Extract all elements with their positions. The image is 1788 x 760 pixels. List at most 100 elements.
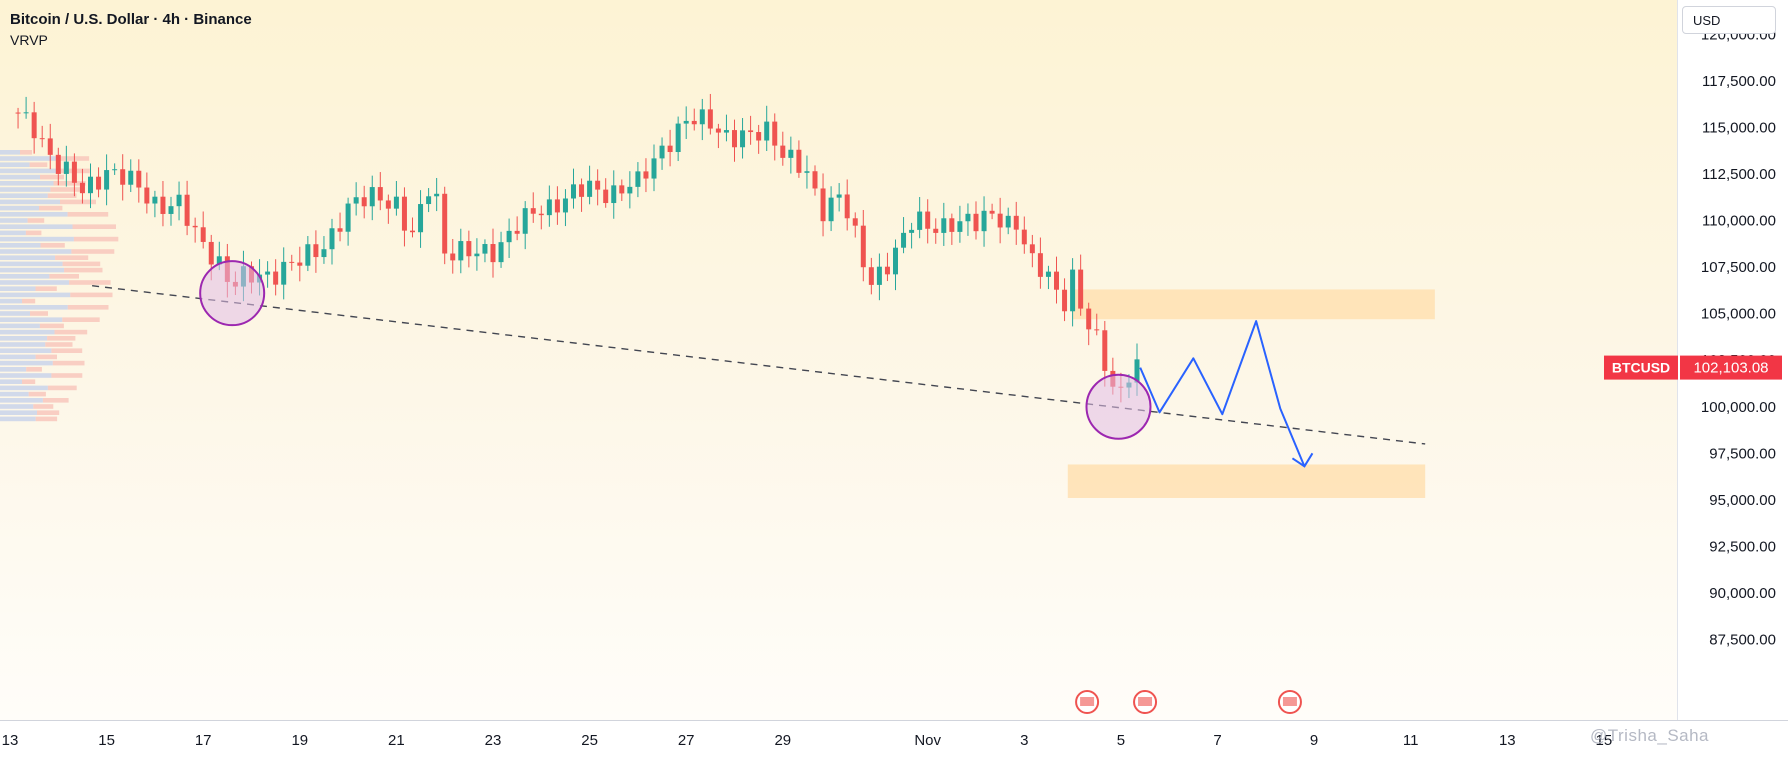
resistance-zone <box>1072 289 1435 320</box>
candle-body <box>337 228 343 232</box>
volume-bar <box>35 354 57 360</box>
candle-body <box>571 184 576 199</box>
volume-bar <box>39 323 64 329</box>
events <box>1075 690 1302 714</box>
indicator-label[interactable]: VRVP <box>10 32 48 48</box>
candle-body <box>426 196 432 205</box>
volume-bar <box>35 286 57 291</box>
candle-body <box>1062 289 1068 312</box>
candle-body <box>804 171 810 173</box>
volume-bar <box>22 379 36 384</box>
volume-bar <box>0 404 34 409</box>
candle-body <box>538 213 544 216</box>
volume-bar <box>40 174 64 180</box>
volume-bar <box>72 224 116 229</box>
candle-body <box>699 109 705 125</box>
volume-profile <box>0 150 119 422</box>
candle-body <box>780 145 786 158</box>
flag-stripes <box>1080 697 1095 706</box>
forecast-layer <box>1139 320 1314 468</box>
volume-bar <box>0 162 30 167</box>
candle-body <box>88 176 93 194</box>
volume-bar <box>47 193 77 198</box>
candle-body <box>893 247 898 275</box>
x-tick-label: 3 <box>1020 732 1028 749</box>
circles <box>199 260 1152 440</box>
currency-button[interactable]: USD <box>1682 6 1776 34</box>
candle-body <box>925 211 931 229</box>
y-axis-ticks: 120,000.00117,500.00115,000.00112,500.00… <box>1701 26 1776 648</box>
candle-body <box>305 244 311 266</box>
candle-body <box>23 112 29 114</box>
volume-bar <box>70 292 113 298</box>
volume-bar <box>47 336 76 341</box>
candle-body <box>31 112 37 139</box>
volume-bar <box>0 261 63 267</box>
chart-pane[interactable] <box>0 0 1677 720</box>
candle-body <box>651 158 657 179</box>
zones <box>1067 289 1435 498</box>
volume-bar <box>33 404 54 409</box>
candle-body <box>852 218 858 226</box>
volume-bar <box>0 342 46 347</box>
candle-body <box>901 232 907 248</box>
candle-body <box>1134 359 1140 383</box>
x-tick-label: 27 <box>678 732 695 749</box>
candle-body <box>410 230 415 233</box>
flag-stripes <box>1138 697 1153 706</box>
candle-body <box>55 154 61 174</box>
volume-bar <box>0 249 72 254</box>
volume-bar <box>0 391 29 397</box>
volume-bar <box>0 367 27 372</box>
candle-body <box>361 197 367 207</box>
volume-bar <box>0 292 71 298</box>
candle-body <box>313 244 319 258</box>
candle-body <box>71 161 77 183</box>
candle-body <box>450 253 456 261</box>
volume-bar <box>71 249 115 254</box>
candle-body <box>96 176 102 190</box>
x-tick-label: Nov <box>914 732 941 749</box>
candle-body <box>643 171 649 179</box>
candle-body <box>128 170 134 185</box>
time-axis[interactable] <box>0 720 1788 760</box>
candle-body <box>482 244 488 254</box>
candle-body <box>458 241 464 261</box>
volume-bar <box>49 274 79 279</box>
x-tick-label: 13 <box>2 732 19 749</box>
candle-body <box>329 228 335 250</box>
candle-body <box>812 171 818 189</box>
candle-body <box>1070 269 1076 312</box>
volume-bar <box>30 311 48 316</box>
volume-bar <box>28 391 46 397</box>
candle-body <box>498 242 504 263</box>
candle-body <box>748 130 754 133</box>
candle-body <box>772 121 778 146</box>
y-tick-label: 90,000.00 <box>1709 585 1776 602</box>
candle-body <box>120 169 126 185</box>
volume-bar <box>0 385 48 391</box>
volume-bar <box>0 156 56 161</box>
y-tick-label: 87,500.00 <box>1709 632 1776 649</box>
support-zone <box>1067 464 1426 498</box>
x-tick-label: 19 <box>291 732 308 749</box>
candle-body <box>836 194 842 198</box>
volume-bar <box>67 212 109 217</box>
candle-body <box>1021 229 1027 245</box>
volume-bar <box>22 298 36 304</box>
candle-body <box>989 210 995 214</box>
volume-bar <box>40 243 65 248</box>
candle-body <box>490 244 496 263</box>
candle-body <box>434 193 440 197</box>
volume-bar <box>0 317 63 322</box>
watermark: @Trisha_Saha <box>1590 726 1710 745</box>
candle-body <box>160 196 166 214</box>
candle-body <box>973 213 979 232</box>
candle-body <box>635 171 641 187</box>
candle-body <box>321 249 327 258</box>
volume-bar <box>0 205 39 211</box>
candle-body <box>353 197 359 204</box>
forecast-path <box>1139 320 1306 467</box>
volume-bar <box>52 360 85 366</box>
volume-bar <box>0 286 36 291</box>
